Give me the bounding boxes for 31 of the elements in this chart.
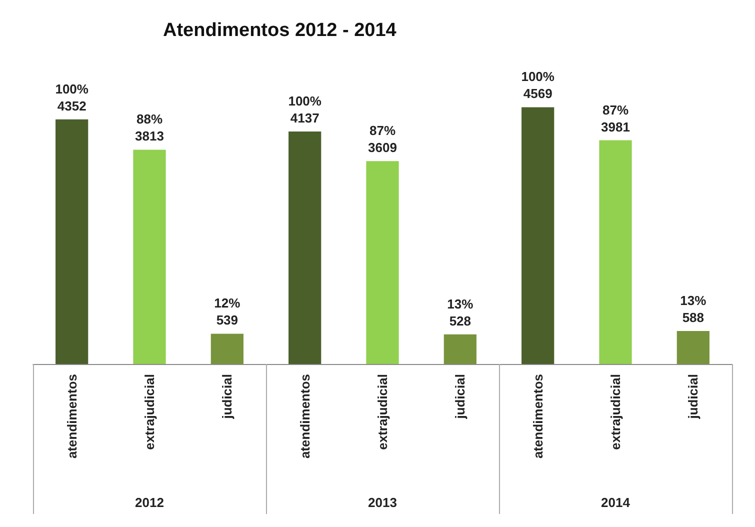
bar xyxy=(133,150,166,364)
data-label: 100% 4137 xyxy=(288,94,322,126)
bar xyxy=(676,330,710,364)
data-label: 87% 3981 xyxy=(601,102,630,134)
bar xyxy=(444,334,476,364)
text: atendimentos xyxy=(297,374,312,459)
data-label: 87% 3609 xyxy=(368,123,397,156)
data-label: 13% 588 xyxy=(680,292,707,325)
chart-title: Atendimentos 2012 - 2014 xyxy=(163,20,397,41)
x-tick-label: 2013 xyxy=(368,495,397,510)
text: judicial xyxy=(686,374,701,419)
x-tick-label: 2014 xyxy=(601,495,631,510)
data-label: 88% 3813 xyxy=(135,112,164,144)
data-label: 100% 4352 xyxy=(55,81,89,114)
bar xyxy=(366,161,399,364)
data-label: 100% 4569 xyxy=(521,69,555,102)
data-label: 12% 539 xyxy=(214,296,241,328)
text: extrajudicial xyxy=(142,374,157,450)
bar xyxy=(210,334,244,364)
data-label: 13% 528 xyxy=(447,296,474,328)
bar xyxy=(522,107,554,364)
bar xyxy=(599,140,632,364)
text: judicial xyxy=(452,374,468,419)
text: extrajudicial xyxy=(375,374,390,450)
text: judicial xyxy=(220,374,235,420)
text: extrajudicial xyxy=(608,374,623,450)
bar xyxy=(56,119,88,364)
text: atendimentos xyxy=(530,374,546,459)
x-tick-label: 2012 xyxy=(135,495,164,510)
text: atendimentos xyxy=(64,374,80,459)
bar xyxy=(288,132,322,364)
